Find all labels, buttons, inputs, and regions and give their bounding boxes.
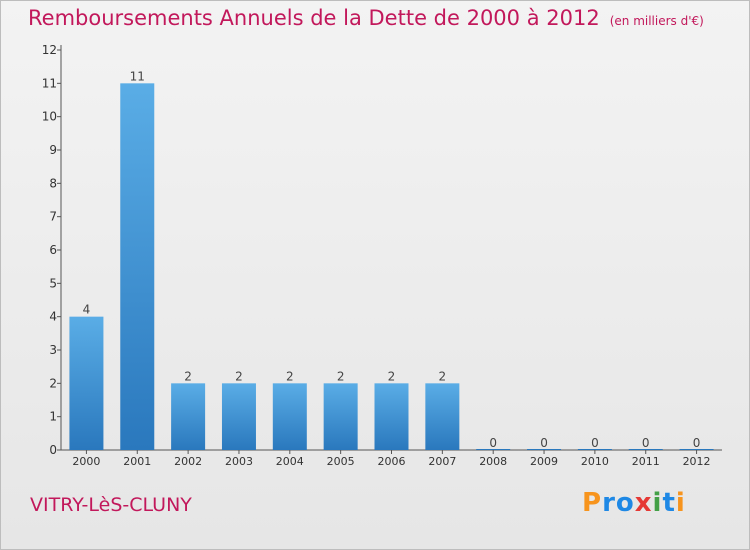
bar: [221, 383, 256, 450]
y-tick-label: 5: [49, 276, 57, 290]
value-label: 0: [693, 436, 701, 450]
chart-title: Remboursements Annuels de la Dette de 20…: [28, 6, 704, 30]
x-tick-label: 2012: [683, 455, 711, 468]
bar: [69, 316, 104, 450]
bar: [374, 383, 409, 450]
x-tick-label: 2004: [276, 455, 304, 468]
chart-title-text: Remboursements Annuels de la Dette de 20…: [28, 6, 600, 30]
value-labels: 4 11 2 2 2 2 2 2 0 0 0 0 0: [83, 69, 701, 450]
value-label: 2: [337, 369, 345, 383]
value-label: 2: [184, 369, 192, 383]
value-label: 2: [439, 369, 447, 383]
value-label: 0: [591, 436, 599, 450]
bar: [323, 383, 358, 450]
y-tick-label: 9: [49, 143, 57, 157]
x-tick-label: 2002: [174, 455, 202, 468]
place-name: VITRY-LèS-CLUNY: [30, 494, 192, 516]
y-tick-label: 2: [49, 376, 57, 390]
bar: [679, 449, 714, 450]
bar: [628, 449, 663, 450]
y-tick-label: 7: [49, 210, 57, 224]
y-tick-label: 1: [49, 410, 57, 424]
logo-letter: r: [602, 488, 616, 518]
value-label: 2: [286, 369, 294, 383]
bar: [476, 449, 511, 450]
bar: [577, 449, 612, 450]
logo-letter: i: [652, 488, 663, 518]
proxiti-logo: Proxiti: [582, 488, 686, 518]
x-tick-label: 2005: [327, 455, 355, 468]
x-tick-label: 2008: [479, 455, 507, 468]
bar: [272, 383, 307, 450]
bar: [120, 83, 155, 450]
y-tick-label: 6: [49, 243, 57, 257]
value-label: 0: [489, 436, 497, 450]
y-tick-label: 10: [42, 110, 57, 124]
value-label: 11: [130, 69, 145, 83]
value-label: 0: [540, 436, 548, 450]
y-tick-label: 12: [42, 43, 57, 57]
chart-subtitle: (en milliers d'€): [609, 14, 704, 28]
logo-letter: i: [675, 488, 686, 518]
x-tick-label: 2010: [581, 455, 609, 468]
x-tick-label: 2007: [428, 455, 456, 468]
bar: [527, 449, 562, 450]
y-tick-label: 8: [49, 176, 57, 190]
x-tick-label: 2006: [378, 455, 406, 468]
y-tick-label: 0: [49, 443, 57, 457]
y-tick-label: 4: [49, 310, 57, 324]
x-tick-label: 2003: [225, 455, 253, 468]
x-tick-label: 2001: [123, 455, 151, 468]
x-tick-label: 2000: [72, 455, 100, 468]
x-tick-label: 2009: [530, 455, 558, 468]
x-tick-label: 2011: [632, 455, 660, 468]
logo-letter: P: [582, 488, 603, 518]
y-tick-label: 11: [42, 76, 57, 90]
y-tick-label: 3: [49, 343, 57, 357]
value-label: 2: [235, 369, 243, 383]
bar: [171, 383, 206, 450]
value-label: 4: [83, 303, 91, 317]
logo-letter: t: [662, 488, 676, 518]
logo-letter: o: [615, 488, 635, 518]
value-label: 0: [642, 436, 650, 450]
bar-series: [69, 83, 714, 450]
bar: [425, 383, 460, 450]
x-axis: 2000 2001 2002 2003 2004 2005 2006 2007 2008 2009…: [61, 449, 722, 468]
logo-letter: x: [634, 488, 653, 518]
value-label: 2: [388, 369, 396, 383]
